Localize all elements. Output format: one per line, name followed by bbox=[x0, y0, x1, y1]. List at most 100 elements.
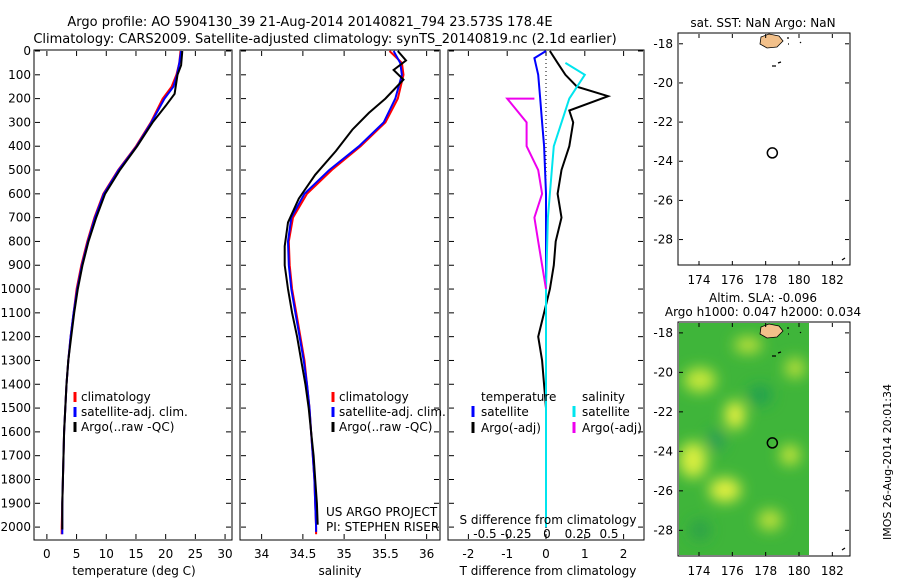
x-tick-label: 174 bbox=[688, 273, 711, 287]
x-tick-label: 1 bbox=[581, 547, 589, 561]
x2-tick-label: 0.25 bbox=[565, 527, 592, 541]
salinity-panel bbox=[239, 49, 441, 541]
y-tick-label: -24 bbox=[653, 444, 673, 458]
x-tick-label: 180 bbox=[788, 564, 811, 578]
sst-map-panel bbox=[677, 32, 851, 266]
y-tick-label: 400 bbox=[8, 139, 31, 153]
y-tick-label: -28 bbox=[653, 233, 673, 247]
series-line bbox=[283, 50, 408, 525]
x-tick-label: 15 bbox=[128, 547, 143, 561]
x-tick-label: 10 bbox=[99, 547, 114, 561]
y-tick-label: -26 bbox=[653, 484, 673, 498]
y-tick-label: -18 bbox=[653, 326, 673, 340]
y-tick-label: 700 bbox=[8, 211, 31, 225]
y-tick-label: 500 bbox=[8, 163, 31, 177]
difference-panel bbox=[447, 49, 645, 541]
legend-label: climatology bbox=[81, 390, 151, 404]
figure-subtitle: Climatology: CARS2009. Satellite-adjuste… bbox=[33, 32, 616, 47]
y-tick-label: 800 bbox=[8, 234, 31, 248]
legend-label: satellite-adj. clim. bbox=[81, 405, 188, 419]
x-tick-label: 174 bbox=[688, 564, 711, 578]
minerva-reef-sla bbox=[841, 547, 846, 551]
series-line bbox=[287, 50, 405, 535]
y-tick-label: -22 bbox=[653, 405, 673, 419]
x-tick-label: -1 bbox=[501, 547, 513, 561]
x-tick-label: 25 bbox=[188, 547, 203, 561]
legend-label: Argo(-adj) bbox=[481, 421, 541, 435]
x-tick-label: 178 bbox=[754, 273, 777, 287]
lau-islands-sla bbox=[772, 327, 802, 357]
y-tick-label: 1700 bbox=[0, 449, 31, 463]
argo-float-marker bbox=[766, 147, 779, 159]
y-tick-label: 1300 bbox=[0, 353, 31, 367]
temperature-panel bbox=[33, 49, 233, 541]
x-tick-label: 182 bbox=[821, 564, 844, 578]
sst-map-title: sat. SST: NaN Argo: NaN bbox=[690, 16, 835, 30]
x2-tick-label: -0.5 bbox=[473, 527, 496, 541]
y-tick-label: 1900 bbox=[0, 496, 31, 510]
project-credit: US ARGO PROJECT bbox=[326, 505, 438, 519]
x-tick-label: 20 bbox=[158, 547, 173, 561]
x-tick-label: 30 bbox=[217, 547, 232, 561]
x-tick-label: 36 bbox=[419, 547, 434, 561]
series-line bbox=[60, 50, 182, 535]
x-tick-label: 180 bbox=[788, 273, 811, 287]
lau-islands-sst bbox=[772, 37, 802, 67]
legend-header: salinity bbox=[582, 390, 625, 404]
x-tick-label: 176 bbox=[721, 564, 744, 578]
x-tick-label: 35 bbox=[336, 547, 351, 561]
y-tick-label: -24 bbox=[653, 154, 673, 168]
salinity-xlabel: salinity bbox=[318, 564, 361, 578]
argo-float-marker bbox=[766, 437, 779, 449]
y-tick-label: 1500 bbox=[0, 401, 31, 415]
legend-header: temperature bbox=[481, 390, 556, 404]
y-tick-label: -28 bbox=[653, 523, 673, 537]
y-tick-label: 900 bbox=[8, 258, 31, 272]
y-tick-label: 200 bbox=[8, 92, 31, 106]
temperature-xlabel: temperature (deg C) bbox=[72, 564, 195, 578]
x2-tick-label: -0.25 bbox=[500, 527, 531, 541]
y-tick-label: -26 bbox=[653, 193, 673, 207]
series-line bbox=[537, 50, 612, 528]
x-tick-label: 34 bbox=[254, 547, 269, 561]
y-tick-label: 1600 bbox=[0, 425, 31, 439]
pi-credit: PI: STEPHEN RISER bbox=[326, 520, 439, 534]
x-tick-label: 5 bbox=[73, 547, 81, 561]
temperature-plot: 0 5 10 15 20 25 300100200300400500600700800900… bbox=[0, 44, 232, 561]
series-line bbox=[533, 50, 547, 528]
legend-label: satellite bbox=[582, 405, 630, 419]
x-tick-label: 0 bbox=[43, 547, 51, 561]
sla-map-title: Altim. SLA: -0.096 bbox=[709, 291, 817, 305]
sla-map-subtitle: Argo h1000: 0.047 h2000: 0.034 bbox=[665, 305, 861, 319]
salinity-plot: 34 34.5 35 35.5 36 climatologysatellite-adj. … bbox=[241, 50, 446, 561]
x-tick-label: 34.5 bbox=[290, 547, 317, 561]
y-tick-label: 1100 bbox=[0, 306, 31, 320]
minerva-reef-sst bbox=[841, 257, 846, 261]
x-tick-label: 2 bbox=[620, 547, 628, 561]
series-line bbox=[505, 97, 547, 290]
y-tick-label: 600 bbox=[8, 187, 31, 201]
legend-label: Argo(..raw -QC) bbox=[339, 420, 432, 434]
x-tick-label: -2 bbox=[462, 547, 474, 561]
series-line bbox=[61, 50, 184, 530]
legend-label: Argo(..raw -QC) bbox=[81, 420, 174, 434]
legend-label: satellite bbox=[481, 405, 529, 419]
difference-plot: -2 -1 0 1 2 -0.5 -0.25 0 0.25 0.5 temperature salin… bbox=[449, 50, 643, 561]
x-tick-label: 182 bbox=[821, 273, 844, 287]
y-tick-label: -22 bbox=[653, 115, 673, 129]
y-tick-label: 0 bbox=[23, 44, 31, 58]
y-tick-label: -20 bbox=[653, 76, 673, 90]
y-tick-label: -20 bbox=[653, 365, 673, 379]
x2-tick-label: 0 bbox=[543, 527, 551, 541]
t-diff-xlabel: T difference from climatology bbox=[459, 564, 637, 578]
y-tick-label: 1800 bbox=[0, 472, 31, 486]
fiji-land-sst bbox=[759, 33, 784, 49]
x-tick-label: 176 bbox=[721, 273, 744, 287]
y-tick-label: 100 bbox=[8, 68, 31, 82]
imos-timestamp: IMOS 26-Aug-2014 20:01:34 bbox=[881, 384, 894, 540]
fiji-land-sla bbox=[759, 323, 784, 339]
sla-heatmap bbox=[679, 323, 809, 555]
y-tick-label: 300 bbox=[8, 115, 31, 129]
x2-tick-label: 0.5 bbox=[599, 527, 618, 541]
